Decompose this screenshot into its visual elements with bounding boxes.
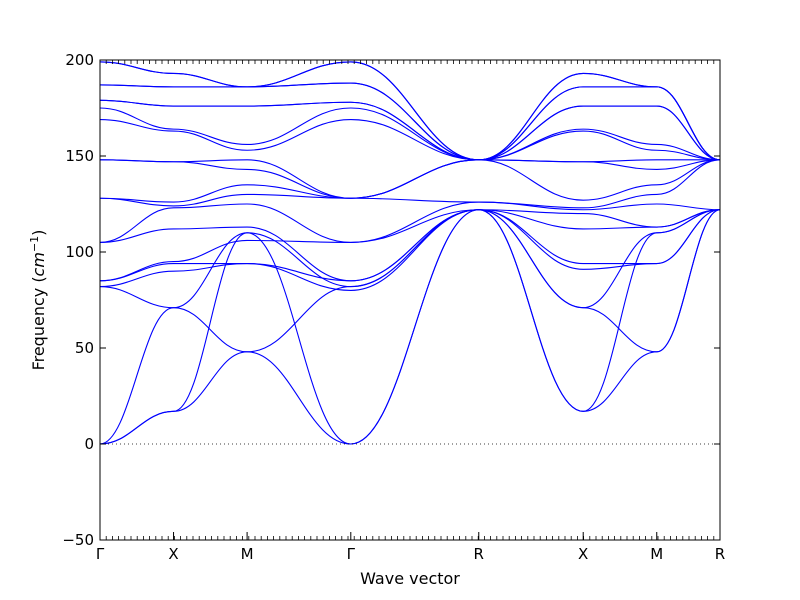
band-line-9 <box>99 201 721 243</box>
y-axis-label-suffix: ) <box>29 230 48 236</box>
band-line-2 <box>99 209 721 445</box>
x-tick-label: Γ <box>347 545 356 563</box>
y-tick-label: 0 <box>84 435 94 453</box>
band-line-10 <box>99 159 721 209</box>
y-tick-labels: −50 0 50 100 150 200 <box>62 51 94 549</box>
band-line-4 <box>99 209 721 309</box>
y-axis-label-unit: cm <box>29 252 48 276</box>
x-tick-label: Γ <box>96 545 105 563</box>
y-tick-label: 100 <box>65 243 94 261</box>
y-axis-label: Frequency (cm−1) <box>28 230 49 371</box>
y-tick-label: −50 <box>62 531 94 549</box>
axis-ticks <box>99 59 721 541</box>
x-axis-label: Wave vector <box>360 569 460 588</box>
x-tick-label: M <box>241 545 254 563</box>
band-line-21 <box>99 61 721 161</box>
y-axis-label-unit-power: −1 <box>28 236 41 252</box>
x-tick-label: X <box>168 545 178 563</box>
x-tick-label: R <box>474 545 484 563</box>
y-axis-label-prefix: Frequency ( <box>29 276 48 370</box>
band-line-14 <box>99 118 721 161</box>
y-tick-label: 200 <box>65 51 94 69</box>
band-line-8 <box>99 209 721 282</box>
x-tick-label: M <box>650 545 663 563</box>
band-line-15 <box>99 107 721 161</box>
band-line-7 <box>99 209 721 282</box>
band-lines <box>99 61 721 445</box>
band-line-17 <box>99 99 721 161</box>
plot-area <box>99 59 721 541</box>
x-tick-label: X <box>578 545 588 563</box>
y-tick-label: 50 <box>75 339 94 357</box>
band-line-13 <box>99 159 720 199</box>
x-tick-label: R <box>715 545 725 563</box>
band-line-6 <box>99 209 721 291</box>
y-tick-label: 150 <box>65 147 94 165</box>
